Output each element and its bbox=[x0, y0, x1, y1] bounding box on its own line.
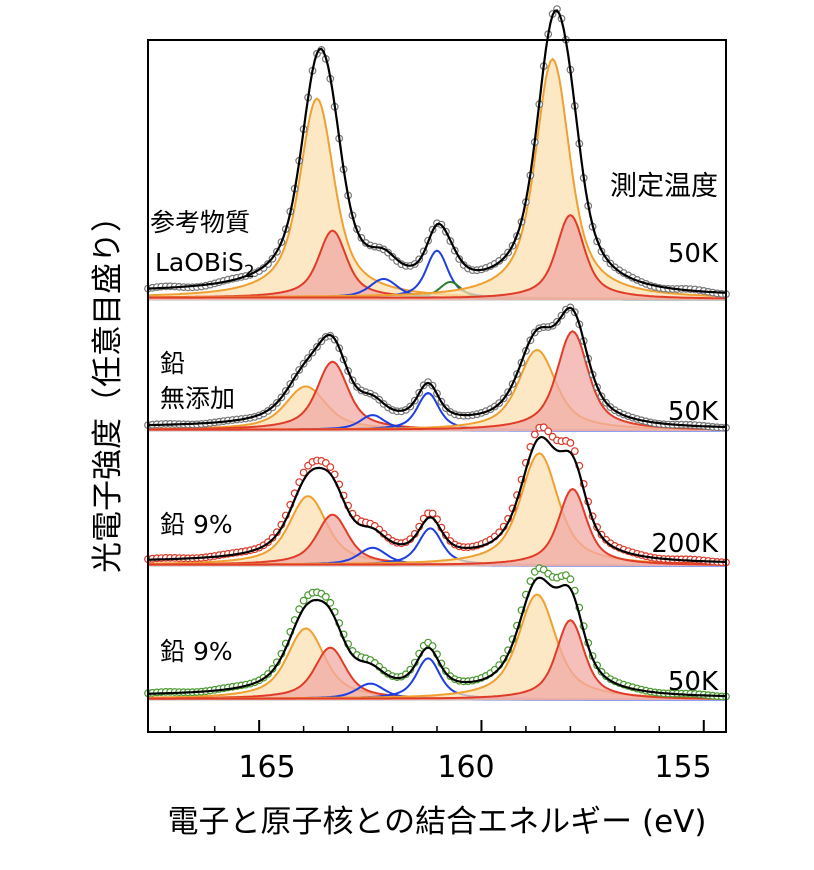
x-tick-label-165: 165 bbox=[238, 750, 295, 785]
panel-2-sample-label: 鉛 bbox=[160, 349, 185, 378]
panel-2-sample-label-2: 無添加 bbox=[160, 384, 235, 413]
panel-4-data-point bbox=[326, 598, 335, 607]
panel-3-data-point bbox=[570, 447, 579, 456]
panel-4-data-point bbox=[566, 575, 575, 584]
panel-3-data-point bbox=[566, 439, 575, 447]
panel-1-peak-7-line bbox=[148, 213, 726, 300]
panel-4-data-point bbox=[299, 596, 308, 605]
panel-2-peak-6-line bbox=[148, 330, 726, 431]
panel-4-data-point bbox=[321, 592, 330, 601]
panel-4-peak-6-line bbox=[148, 619, 727, 700]
x-tick-label-160: 160 bbox=[437, 750, 494, 785]
panel-3-data-point bbox=[530, 430, 539, 439]
panel-1-fit-total bbox=[147, 9, 727, 294]
panel-3-data-point bbox=[428, 509, 437, 518]
panel-4 bbox=[144, 564, 730, 701]
panel-2-temperature: 50K bbox=[668, 397, 719, 427]
panel-2-fit-total bbox=[147, 306, 727, 429]
panel-1-sample-formula: LaOBiS2 bbox=[155, 248, 255, 282]
panel-3-data-point bbox=[299, 468, 308, 477]
panel-4-peak-6-fill bbox=[148, 620, 726, 700]
panel-4-fit-total bbox=[148, 576, 727, 698]
panel-3-data-point bbox=[326, 463, 335, 472]
panel-3-peak-6-line bbox=[148, 487, 727, 566]
panel-3-data-point bbox=[544, 427, 553, 436]
panel-1 bbox=[144, 5, 730, 301]
panel-1-temperature: 50K bbox=[668, 239, 719, 269]
panel-3-temperature: 200K bbox=[651, 529, 719, 559]
panels-group bbox=[144, 5, 730, 701]
panel-1-peak-7-fill bbox=[148, 215, 726, 300]
panel-3-peak-6-fill bbox=[148, 489, 726, 566]
panel-2-peak-6-fill bbox=[148, 331, 726, 431]
panel-3-peak-5-line bbox=[148, 452, 727, 566]
x-tick-marks bbox=[169, 720, 705, 732]
panel-1-peak-1-fill bbox=[148, 98, 726, 300]
panel-3 bbox=[144, 423, 730, 567]
y-axis-label: 光電子強度（任意目盛り） bbox=[90, 201, 126, 573]
x-tick-label-155: 155 bbox=[654, 750, 711, 785]
panel-3-peak-5-fill bbox=[148, 453, 726, 566]
panel-1-sample-label: 参考物質 bbox=[150, 208, 250, 237]
temperature-header: 測定温度 bbox=[610, 171, 718, 202]
panel-3-fit-total bbox=[147, 435, 726, 563]
panel-3-peak-1-fill bbox=[148, 496, 726, 566]
panel-4-sample-label: 鉛 9% bbox=[160, 637, 233, 666]
x-axis-label: 電子と原子核との結合エネルギー (eV) bbox=[167, 804, 706, 840]
panel-3-sample-label: 鉛 9% bbox=[160, 510, 233, 539]
panel-4-temperature: 50K bbox=[668, 667, 719, 697]
panel-1-formula-subscript: 2 bbox=[244, 262, 255, 282]
